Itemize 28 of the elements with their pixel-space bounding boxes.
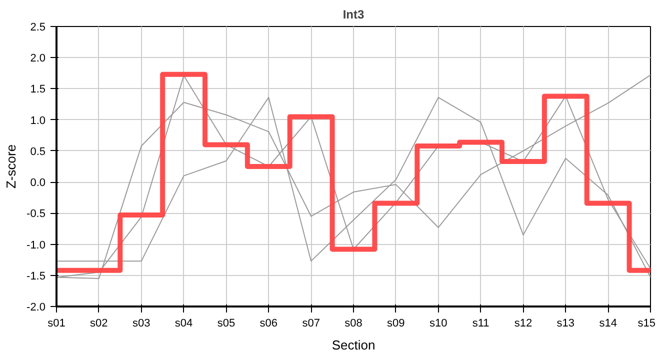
x-tick-label: s06 — [260, 318, 278, 330]
x-tick-label: s02 — [90, 318, 108, 330]
y-tick-label: 0.0 — [30, 177, 46, 190]
x-tick-label: s14 — [599, 318, 617, 330]
y-tick-label: 2.0 — [30, 52, 46, 65]
y-tick-label: -1.5 — [26, 270, 46, 282]
x-tick-label: s12 — [514, 318, 532, 330]
y-tick-label: 1.0 — [30, 114, 46, 127]
y-tick-label: 1.5 — [30, 84, 46, 96]
y-tick-label: -2.0 — [26, 302, 46, 314]
x-tick-label: s11 — [472, 318, 490, 330]
x-tick-label: s05 — [217, 318, 236, 330]
x-tick-label: s09 — [387, 318, 405, 330]
y-tick-label: 0.5 — [30, 146, 46, 158]
y-tick-label: -0.5 — [26, 208, 46, 220]
x-tick-label: s13 — [556, 318, 575, 330]
y-tick-label: 2.5 — [30, 22, 46, 34]
x-tick-label: s08 — [344, 318, 362, 330]
x-axis-title: Section — [332, 338, 376, 352]
y-tick-label: -1.0 — [26, 239, 46, 252]
x-tick-label: s03 — [132, 318, 150, 330]
x-tick-label: s10 — [429, 318, 448, 330]
x-tick-label: s04 — [174, 318, 193, 330]
chart-title: Int3 — [342, 8, 364, 22]
y-axis-title: Z-score — [4, 144, 19, 189]
x-tick-label: s15 — [638, 318, 656, 330]
x-tick-label: s01 — [48, 318, 66, 330]
x-tick-label: s07 — [302, 318, 320, 330]
